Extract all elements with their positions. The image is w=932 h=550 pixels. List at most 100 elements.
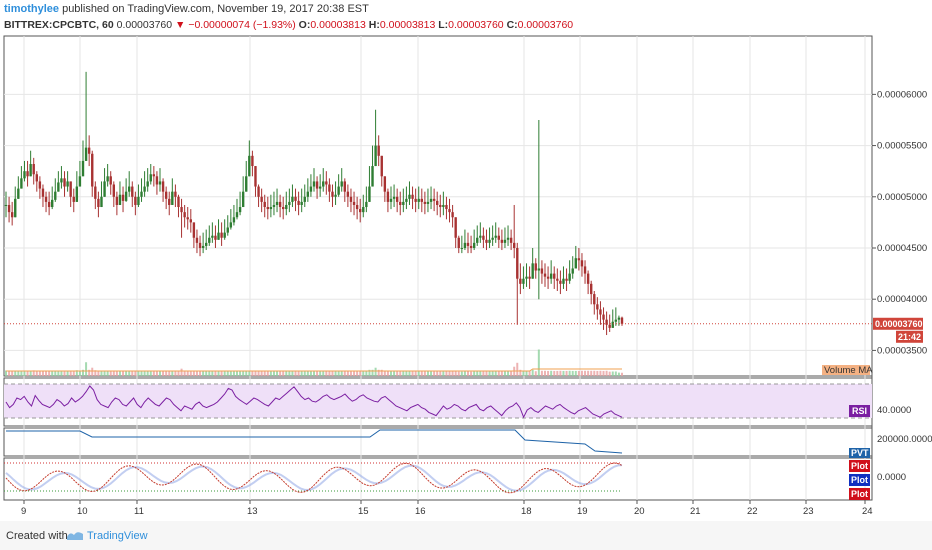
- candle-body: [599, 309, 602, 315]
- candle-body: [149, 174, 152, 182]
- candle-body: [303, 196, 306, 202]
- plot-tag-label: Plot: [851, 475, 868, 485]
- volume-bar: [611, 371, 614, 376]
- candle-body: [614, 319, 618, 322]
- price-change: ▼ −0.00000074 (−1.93%): [175, 19, 296, 31]
- volume-bar: [365, 370, 368, 376]
- candle-body: [380, 155, 383, 177]
- candle-body: [383, 176, 387, 192]
- volume-bar: [396, 370, 399, 376]
- volume-bar: [470, 371, 473, 376]
- pvt-tag-label: PVT: [851, 448, 869, 458]
- pvt-line: [6, 429, 623, 454]
- volume-bar: [266, 370, 269, 376]
- volume-bar: [32, 370, 35, 376]
- volume-bar: [507, 371, 510, 376]
- volume-bar: [69, 370, 72, 376]
- high-value: 0.00003813: [379, 19, 436, 31]
- candle-body: [164, 191, 168, 199]
- author-link[interactable]: timothylee: [4, 3, 60, 15]
- volume-bar: [590, 370, 593, 376]
- publish-info: timothylee published on TradingView.com,…: [4, 3, 369, 15]
- volume-bar: [60, 370, 63, 376]
- volume-bar: [245, 370, 248, 376]
- candle-body: [186, 217, 189, 220]
- time-tick-label: 16: [415, 506, 426, 517]
- tradingview-logo-icon[interactable]: [66, 528, 84, 542]
- candle-body: [414, 198, 417, 202]
- volume-bar: [63, 370, 66, 376]
- pvt-tag: [849, 448, 870, 458]
- candle-body: [374, 145, 377, 167]
- tradingview-link[interactable]: TradingView: [87, 530, 148, 542]
- candle-body: [223, 232, 226, 238]
- volume-bar: [20, 370, 23, 376]
- volume-bar: [445, 370, 448, 376]
- candle-body: [91, 153, 94, 187]
- candle-body: [60, 178, 63, 183]
- volume-bar: [75, 370, 78, 376]
- volume-bar: [297, 370, 300, 376]
- volume-bar: [78, 370, 81, 376]
- candle-body: [137, 196, 140, 205]
- candle-body: [325, 181, 328, 185]
- pvt-axis-label: 200000.0000: [877, 434, 932, 445]
- volume-bar: [291, 370, 294, 376]
- candle-body: [522, 278, 525, 284]
- candle-body: [463, 242, 467, 248]
- volume-bar: [386, 370, 389, 376]
- volume-bar: [165, 370, 168, 376]
- candle-body: [100, 196, 103, 208]
- volume-bar: [426, 370, 429, 376]
- candle-body: [503, 239, 507, 243]
- time-tick-label: 21: [690, 506, 701, 517]
- volume-bar: [479, 371, 482, 376]
- time-tick-label: 19: [577, 506, 588, 517]
- published-text: published on TradingView.com, November 1…: [59, 3, 369, 15]
- candle-body: [577, 258, 581, 261]
- rsi-line: [5, 385, 623, 419]
- volume-bar: [525, 370, 528, 376]
- time-tick-label: 15: [358, 506, 369, 517]
- candle-body: [451, 212, 454, 218]
- volume-bar: [448, 370, 451, 376]
- volume-bar: [402, 370, 405, 376]
- candle-body: [201, 245, 205, 248]
- volume-bar: [346, 370, 349, 376]
- volume-bar: [303, 370, 306, 376]
- pvt-pane: [6, 429, 623, 454]
- candle-body: [476, 237, 479, 243]
- volume-bar: [208, 371, 211, 376]
- candle-body: [38, 181, 42, 189]
- volume-bar: [547, 370, 550, 376]
- symbol-label[interactable]: BITTREX:CPCBTC, 60: [4, 19, 114, 31]
- volume-bar: [390, 370, 392, 376]
- candle-body: [140, 191, 143, 197]
- candle-body: [519, 278, 522, 284]
- candle-body: [282, 207, 285, 210]
- volume-bar: [57, 371, 60, 376]
- candle-layer: [4, 71, 872, 336]
- candle-body: [334, 194, 337, 197]
- chart-canvas[interactable]: 0.00006000 0.00005500 0.00005000 0.00004500…: [0, 0, 932, 521]
- volume-bar: [316, 370, 319, 376]
- volume-bar: [214, 370, 217, 376]
- ohlc-legend: BITTREX:CPCBTC, 60 0.00003760 ▼ −0.00000…: [4, 19, 573, 31]
- volume-bar: [340, 370, 343, 376]
- volume-ma-label: Volume MA: [824, 365, 873, 376]
- candle-body: [395, 196, 399, 202]
- volume-bar: [540, 370, 543, 376]
- volume-bar: [602, 370, 605, 376]
- candle-body: [491, 237, 494, 240]
- volume-bar: [359, 370, 362, 376]
- candle-body: [288, 201, 291, 205]
- candle-body: [177, 196, 180, 208]
- volume-bar: [229, 371, 232, 376]
- candle-body: [620, 317, 624, 324]
- volume-bar: [377, 369, 380, 376]
- candle-body: [29, 164, 32, 177]
- volume-bar: [463, 371, 466, 376]
- volume-bar: [503, 371, 506, 376]
- candle-body: [525, 276, 528, 279]
- volume-bar: [171, 370, 174, 376]
